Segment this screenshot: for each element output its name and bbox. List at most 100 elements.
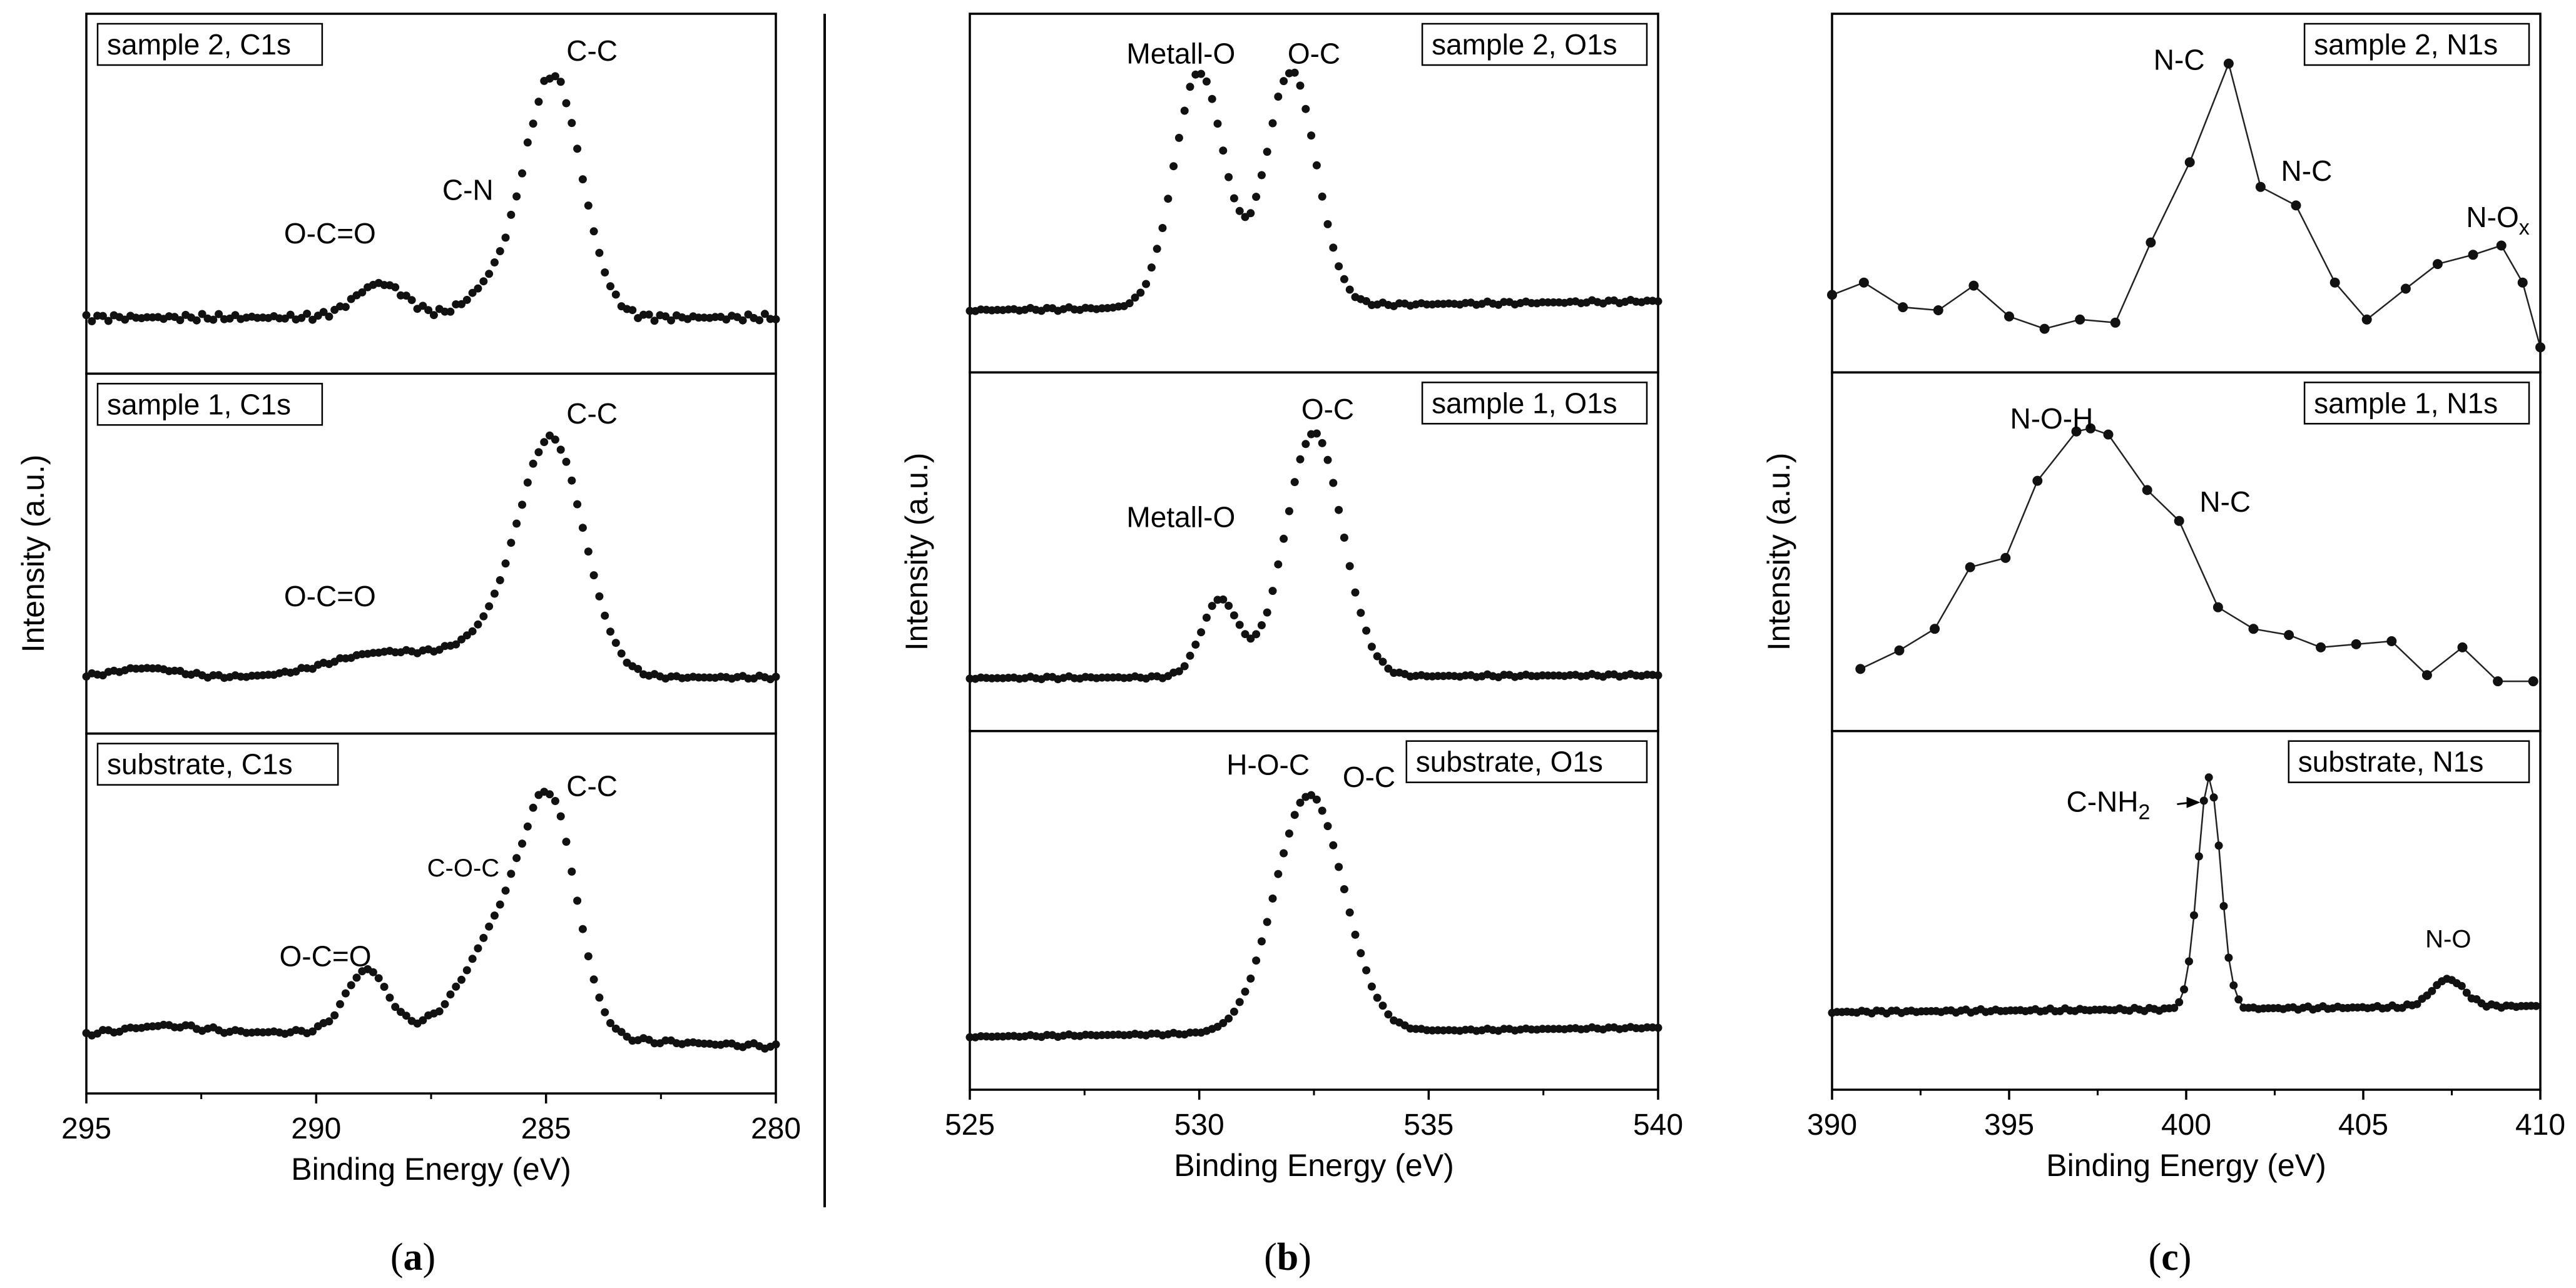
data-point (2284, 630, 2294, 641)
data-point (479, 612, 488, 621)
data-point (1290, 811, 1299, 819)
data-point (474, 620, 482, 629)
data-point (462, 295, 471, 304)
data-point (380, 983, 389, 991)
data-point (1362, 966, 1371, 975)
data-point (82, 672, 91, 681)
legend-box (1421, 382, 1648, 425)
data-point (589, 975, 598, 984)
data-point (457, 635, 466, 644)
data-point (479, 277, 488, 286)
data-point (303, 310, 312, 318)
data-point (413, 305, 422, 313)
data-point (1296, 455, 1305, 464)
x-axis-title: Binding Energy (eV) (1174, 1148, 1453, 1183)
data-point (474, 284, 482, 293)
data-point (1827, 290, 1837, 300)
data-point (2071, 426, 2082, 437)
data-point (1246, 209, 1255, 218)
data-point (766, 315, 775, 323)
legend-box (2303, 23, 2530, 66)
data-point (568, 476, 576, 485)
data-point (1307, 131, 1316, 140)
data-point (2004, 311, 2014, 322)
peak-annotation: O-C=O (284, 217, 376, 250)
x-axis-title: Binding Energy (eV) (291, 1152, 571, 1187)
data-point (2142, 485, 2152, 495)
data-point (385, 993, 394, 1002)
data-point (2223, 58, 2234, 69)
panel-b: sample 2, O1s Metall-O O-C sample 1, O1s O-C… (899, 13, 1683, 1279)
data-point (374, 974, 383, 983)
legend-box (96, 383, 323, 426)
x-tick-label: 530 (1174, 1108, 1224, 1142)
x-axis-b: 525 530 535 540 (945, 1090, 1683, 1142)
data-point (1280, 77, 1288, 86)
data-point (1263, 608, 1271, 617)
data-point (1252, 956, 1261, 965)
data-point (485, 270, 494, 278)
data-point (617, 302, 626, 311)
data-point (623, 1032, 631, 1041)
data-point (1285, 829, 1293, 838)
data-point (1208, 602, 1216, 611)
x-tick-label: 410 (2515, 1108, 2565, 1142)
data-point (325, 312, 333, 321)
x-tick-label: 290 (291, 1112, 341, 1145)
data-point (606, 282, 614, 291)
data-point (1202, 77, 1211, 86)
x-tick-label: 280 (751, 1112, 801, 1145)
data-point (424, 1011, 433, 1020)
data-point (215, 310, 223, 318)
data-point (1197, 69, 1206, 78)
subplot-a-1: sample 2, C1s C-C C-N O-C=O (82, 13, 780, 375)
data-point (292, 315, 300, 324)
data-point (2110, 317, 2120, 328)
data-point (1378, 657, 1387, 666)
data-point (1169, 162, 1178, 171)
peak-annotation: C-C (566, 34, 618, 67)
data-point (1131, 293, 1139, 302)
peak-annotation: N-Ox (2466, 201, 2529, 240)
data-point (452, 982, 461, 991)
data-point (1202, 613, 1211, 622)
data-point (2209, 793, 2218, 802)
data-point (1153, 245, 1161, 253)
data-point (220, 315, 228, 323)
data-point (501, 886, 510, 895)
data-point (429, 311, 438, 320)
data-point (485, 922, 494, 931)
panel-a: sample 2, C1s C-C C-N O-C=O sample 1, C1s C-C… (16, 13, 801, 1279)
data-point (601, 268, 609, 276)
data-point (540, 76, 549, 85)
data-point (1323, 822, 1332, 831)
subplot-b-2: sample 1, O1s O-C Metall-O (965, 371, 1662, 733)
data-point (501, 233, 510, 242)
data-point (397, 291, 405, 300)
peak-annotation: N-C (2199, 485, 2251, 518)
data-point (1894, 645, 1905, 656)
data-point (606, 627, 614, 636)
peak-annotation: O-C (1301, 393, 1354, 425)
data-point (496, 247, 504, 255)
data-point (584, 547, 593, 556)
data-point (1285, 507, 1293, 515)
subplot-b-1: sample 2, O1s Metall-O O-C (965, 13, 1662, 374)
legend-label: sample 1, O1s (1432, 387, 1617, 419)
data-point (1335, 863, 1343, 871)
data-point (364, 283, 372, 292)
data-point (2413, 1000, 2421, 1008)
data-point (313, 1022, 322, 1031)
data-point (2468, 250, 2478, 260)
data-point (1274, 93, 1283, 101)
data-point (1268, 119, 1277, 128)
data-point (1274, 560, 1283, 569)
data-point (595, 993, 604, 1002)
data-point (2421, 670, 2432, 681)
data-point (639, 670, 648, 679)
data-point (611, 639, 620, 647)
data-point (1186, 651, 1194, 660)
data-point (1367, 642, 1376, 651)
data-point (1142, 280, 1151, 288)
data-point (1290, 478, 1299, 487)
